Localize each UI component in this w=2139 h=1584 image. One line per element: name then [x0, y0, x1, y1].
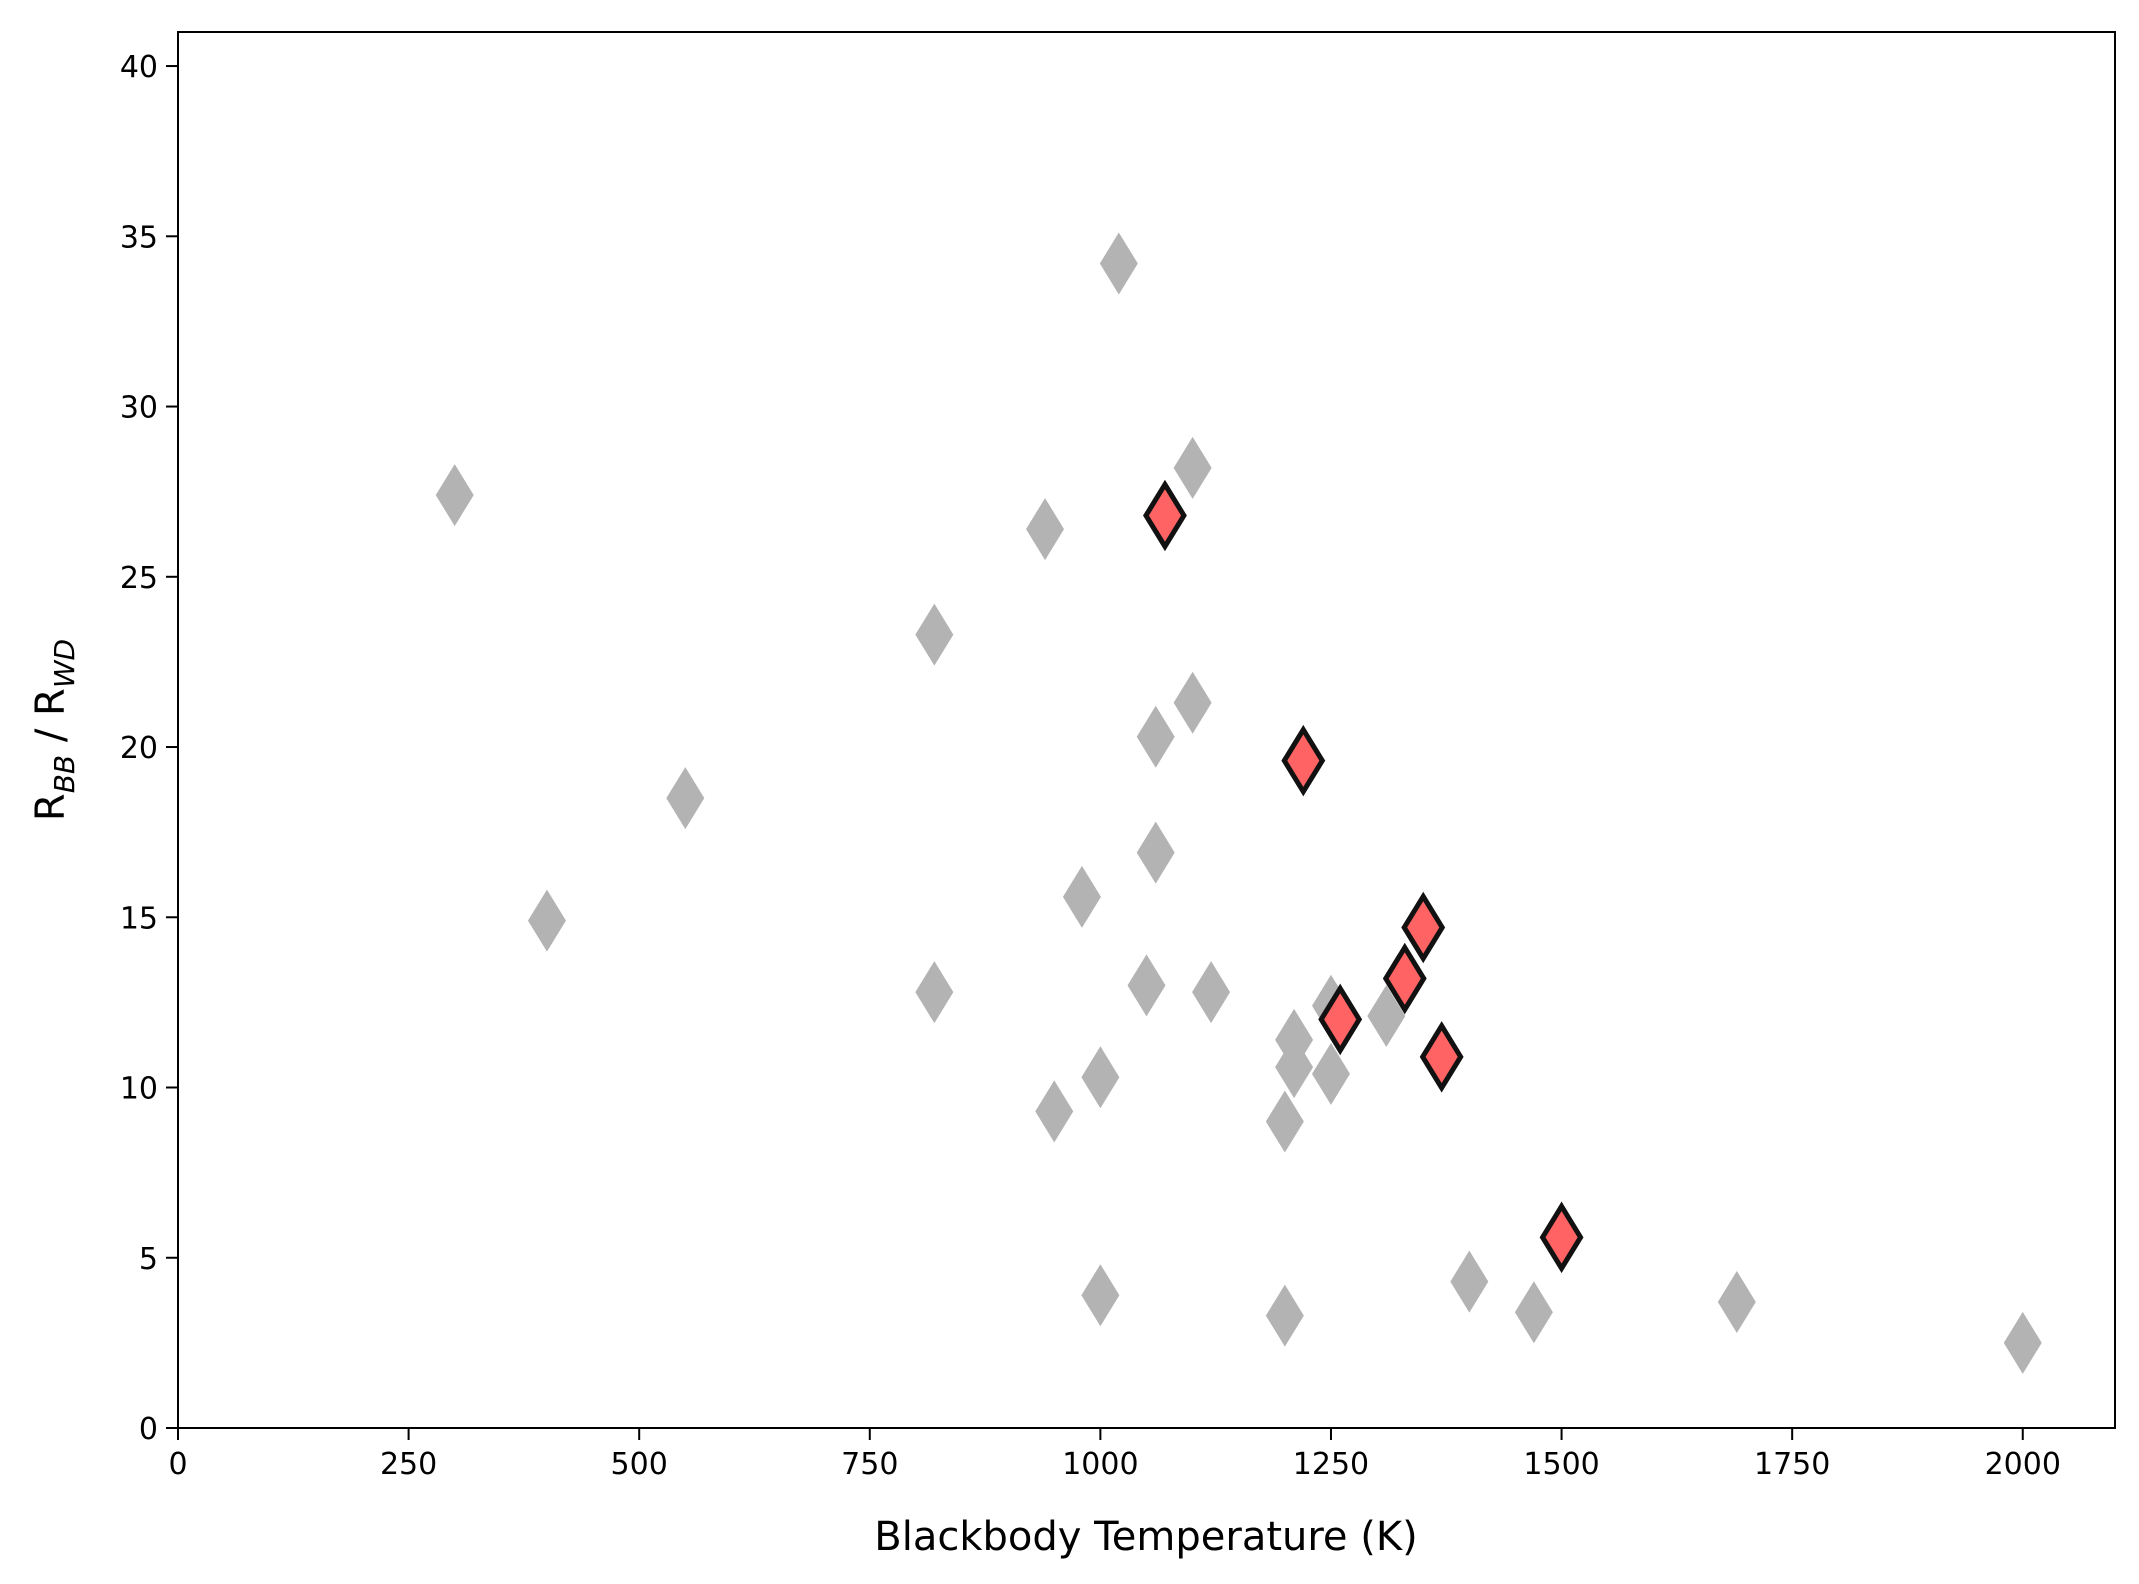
data-point-highlighted: [1382, 942, 1427, 1015]
data-point-gray: [915, 603, 954, 666]
x-tick-label: 1000: [1062, 1447, 1138, 1482]
data-point-gray: [915, 961, 954, 1024]
data-point-highlighted: [1401, 891, 1446, 964]
data-point-gray: [1192, 961, 1231, 1024]
x-axis-label: Blackbody Temperature (K): [874, 1514, 1417, 1560]
y-tick-label: 10: [120, 1072, 158, 1107]
y-tick-label: 25: [120, 561, 158, 596]
data-point-gray: [1450, 1250, 1489, 1313]
data-point-highlighted: [1419, 1021, 1464, 1093]
data-point-gray: [1717, 1271, 1756, 1334]
data-point-gray: [1081, 1046, 1120, 1109]
x-tick-label: 2000: [1985, 1447, 2061, 1482]
x-tick-label: 0: [168, 1447, 187, 1482]
x-tick-label: 250: [380, 1447, 437, 1482]
x-tick-label: 1750: [1754, 1447, 1830, 1482]
data-point-gray: [1367, 985, 1406, 1048]
data-point-highlighted: [1143, 479, 1187, 552]
data-point-gray: [527, 889, 566, 952]
y-axis-label: RBB / RWD: [28, 639, 81, 821]
x-tick-label: 1250: [1293, 1447, 1369, 1482]
data-point-gray: [1099, 232, 1138, 295]
data-point-gray: [2003, 1311, 2042, 1374]
x-tick-label: 1500: [1523, 1447, 1599, 1482]
data-point-gray: [1173, 436, 1212, 499]
data-points: [435, 232, 2042, 1374]
y-tick-label: 5: [139, 1242, 158, 1277]
data-point-gray: [1062, 865, 1101, 928]
data-point-gray: [1311, 1042, 1350, 1105]
y-tick-label: 30: [120, 391, 158, 426]
x-tick-label: 500: [611, 1447, 668, 1482]
y-tick-label: 40: [120, 50, 158, 85]
data-point-highlighted: [1318, 983, 1363, 1056]
plot-frame: [177, 31, 2116, 1429]
x-tick-label: 750: [841, 1447, 898, 1482]
y-tick-label: 20: [120, 731, 158, 766]
data-point-gray: [1265, 1284, 1304, 1347]
data-point-gray: [1173, 671, 1212, 734]
data-point-highlighted: [1281, 724, 1326, 797]
data-point-gray: [1127, 954, 1166, 1017]
y-axis-ticks: 0 5 10 15 20 25 30 35 40: [120, 50, 178, 1447]
data-point-gray: [1275, 1036, 1314, 1099]
data-point-gray: [1265, 1090, 1304, 1153]
y-tick-label: 0: [139, 1412, 158, 1447]
data-point-highlighted: [1539, 1201, 1584, 1274]
y-tick-label: 15: [120, 901, 158, 936]
data-point-gray: [666, 767, 705, 830]
data-point-gray: [1081, 1264, 1120, 1327]
data-point-gray: [1136, 821, 1175, 884]
data-point-gray: [1136, 705, 1175, 768]
y-tick-label: 35: [120, 220, 158, 255]
data-point-gray: [1026, 498, 1065, 561]
x-axis-ticks: 0 250 500 750 1000 1250 1500 1750 2000: [168, 1428, 2061, 1482]
data-point-gray: [435, 464, 474, 527]
data-point-gray: [1514, 1281, 1553, 1344]
data-point-gray: [1035, 1080, 1074, 1143]
